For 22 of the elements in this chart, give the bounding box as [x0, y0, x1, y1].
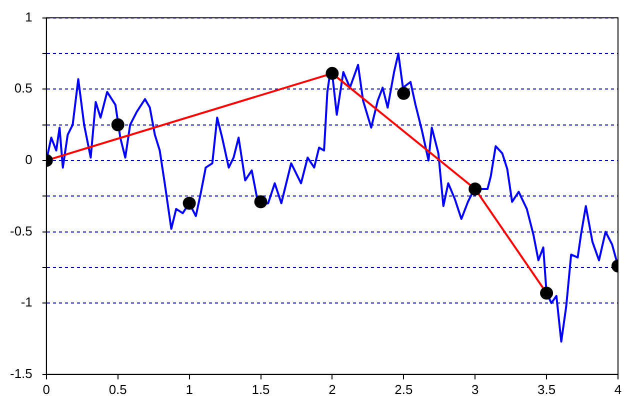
x-tick-label: 1.5 [252, 382, 270, 397]
y-tick-label: 0 [25, 152, 32, 168]
y-tick-label: 1 [25, 9, 32, 24]
x-tick-label: 2 [328, 382, 336, 397]
point [111, 118, 124, 132]
y-tick-label: -1.5 [10, 366, 32, 381]
point [182, 196, 196, 210]
point [540, 286, 554, 300]
point [397, 86, 410, 100]
point [326, 66, 339, 80]
x-tick-label: 1 [186, 382, 193, 397]
y-tick-label: 0.5 [14, 80, 32, 96]
point [254, 195, 268, 208]
x-tick-label: 0 [42, 382, 50, 397]
x-tick-label: 2.5 [394, 382, 413, 397]
x-tick-label: 3.5 [538, 382, 556, 397]
y-tick-label: -0.5 [10, 223, 32, 238]
point [468, 182, 482, 196]
x-tick-label: 0.5 [108, 382, 127, 397]
x-tick-label: 3 [471, 382, 479, 397]
x-tick-label: 4 [614, 382, 622, 397]
y-tick-label: -1 [20, 294, 32, 310]
